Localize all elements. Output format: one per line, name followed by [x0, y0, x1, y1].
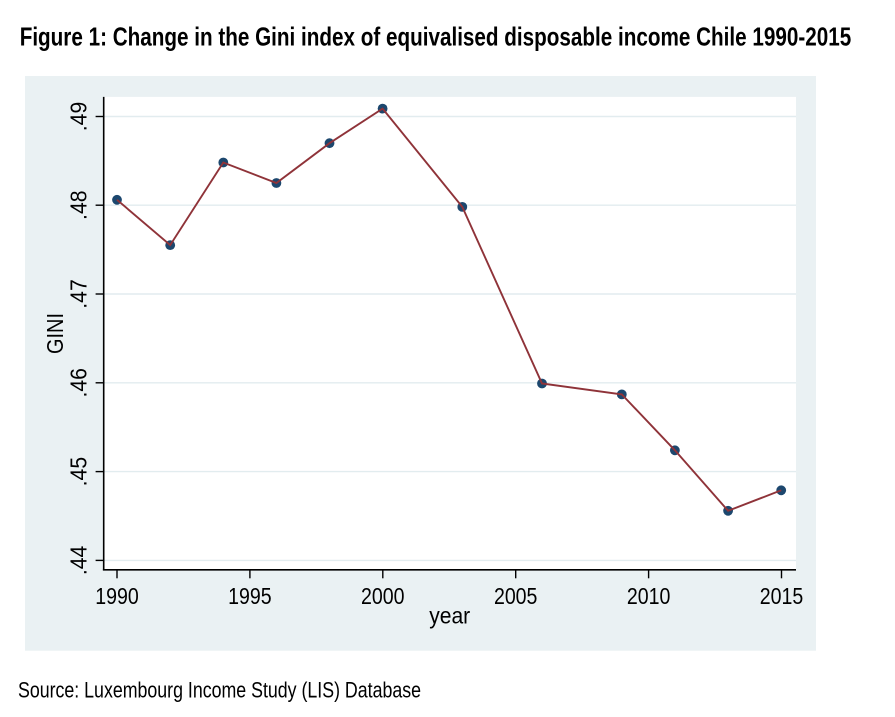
svg-text:GINI: GINI — [42, 313, 68, 354]
svg-text:2005: 2005 — [494, 583, 538, 609]
svg-text:1995: 1995 — [228, 583, 272, 609]
svg-text:2010: 2010 — [627, 583, 671, 609]
svg-text:.47: .47 — [65, 279, 91, 309]
svg-text:.46: .46 — [65, 368, 91, 398]
svg-text:2015: 2015 — [760, 583, 804, 609]
svg-text:1990: 1990 — [95, 583, 139, 609]
svg-text:.45: .45 — [65, 457, 91, 487]
svg-text:Source: Luxembourg Income Stud: Source: Luxembourg Income Study (LIS) Da… — [18, 678, 421, 703]
svg-text:year: year — [429, 603, 470, 629]
svg-text:2000: 2000 — [361, 583, 405, 609]
svg-text:.48: .48 — [65, 190, 91, 220]
svg-text:.44: .44 — [65, 545, 91, 575]
svg-text:.49: .49 — [65, 102, 91, 132]
svg-text:Figure 1: Change in the Gini i: Figure 1: Change in the Gini index of eq… — [20, 22, 852, 52]
